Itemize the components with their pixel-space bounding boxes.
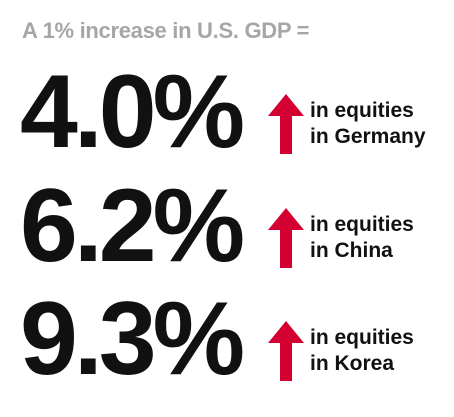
stat-row-korea: 9.3% in equities in Korea <box>20 287 450 397</box>
stat-label-line-2: in China <box>310 239 393 262</box>
stat-row-china: 6.2% in equities in China <box>20 174 450 284</box>
up-arrow-icon <box>268 94 304 154</box>
stat-row-germany: 4.0% in equities in Germany <box>20 60 450 170</box>
headline: A 1% increase in U.S. GDP = <box>22 18 310 43</box>
stat-label-line-1: in equities <box>310 213 414 236</box>
stat-label-line-2: in Germany <box>310 125 426 148</box>
stat-label: in equities in Germany <box>310 98 426 150</box>
up-arrow-icon <box>268 321 304 381</box>
stat-label-line-2: in Korea <box>310 352 395 375</box>
stat-label-line-1: in equities <box>310 99 414 122</box>
stat-value: 9.3% <box>20 281 245 397</box>
stat-label: in equities in China <box>310 212 414 264</box>
stat-label-line-1: in equities <box>310 326 414 349</box>
stat-label: in equities in Korea <box>310 325 414 377</box>
stat-value: 6.2% <box>20 168 245 284</box>
stat-value: 4.0% <box>20 54 245 170</box>
up-arrow-icon <box>268 208 304 268</box>
